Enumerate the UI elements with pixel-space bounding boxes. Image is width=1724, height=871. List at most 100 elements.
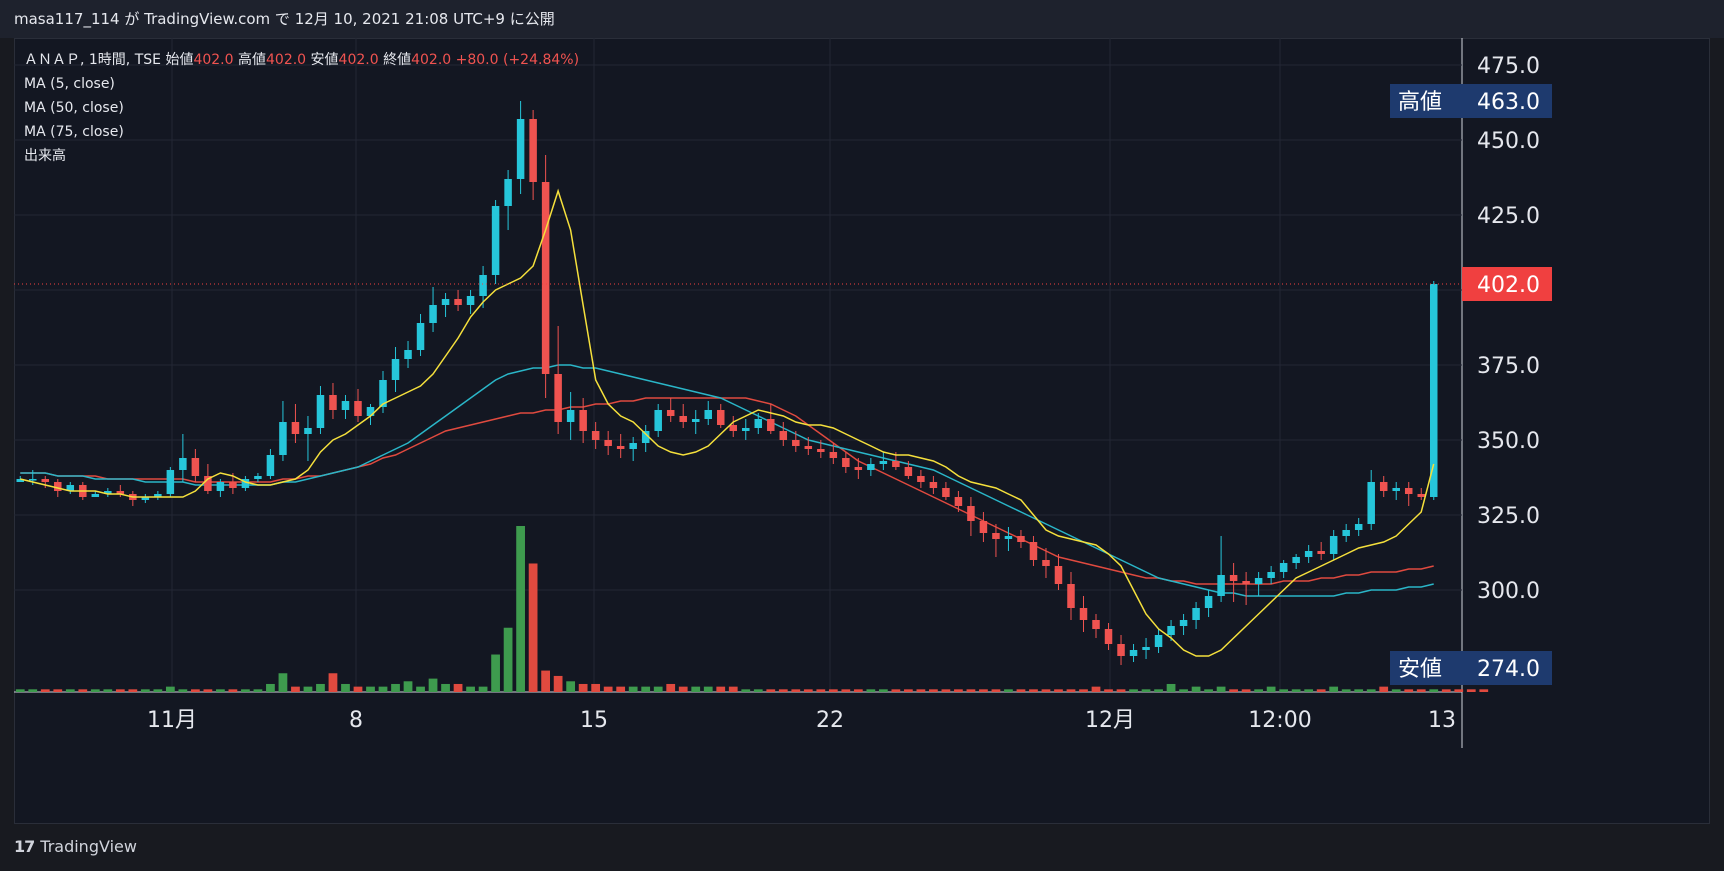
candle-body (29, 479, 37, 481)
candle (566, 392, 575, 440)
candle-body (479, 275, 487, 296)
volume-bar (203, 689, 213, 692)
candle-body (654, 410, 662, 431)
candle-body (779, 431, 788, 440)
volume-bar (216, 689, 225, 692)
candle-body (591, 431, 600, 440)
x-tick-label: 12:00 (1248, 708, 1311, 733)
candle-body (566, 410, 575, 422)
candle-body (842, 458, 850, 467)
candle-body (1317, 551, 1325, 554)
indicator-ma75[interactable]: MA (75, close) (24, 124, 124, 140)
candle (817, 440, 825, 458)
candle-body (241, 479, 250, 488)
candle (104, 488, 112, 497)
volume-bar (853, 689, 863, 692)
candle (291, 404, 300, 443)
indicator-volume[interactable]: 出来高 (24, 148, 66, 164)
volume-bar (15, 689, 25, 692)
volume-bar (916, 689, 926, 692)
y-tick-label: 325.0 (1477, 504, 1540, 529)
volume-bar (1166, 683, 1176, 692)
candle (1029, 536, 1038, 566)
volume-bar (140, 689, 150, 692)
volume-bar (366, 686, 375, 692)
high-badge-bg (1390, 84, 1552, 118)
candle-body (391, 359, 400, 380)
volume-bar (478, 686, 488, 692)
candle-body (666, 410, 675, 416)
footer-brand[interactable]: 17 TradingView (14, 834, 137, 860)
candle (1179, 614, 1188, 635)
tradingview-logo-icon: 17 (14, 837, 35, 856)
candle-body (929, 482, 938, 488)
candle-body (1354, 524, 1363, 530)
candle-body (1342, 530, 1350, 536)
candle-body (366, 407, 375, 416)
candle (1354, 518, 1363, 536)
volume-bar (691, 686, 701, 692)
symbol-label[interactable]: ＡＮＡＰ, 1時間, TSE (24, 52, 161, 68)
volume-bar (741, 689, 751, 692)
candle (66, 482, 75, 494)
candle (1392, 482, 1400, 500)
volume-bar (491, 654, 500, 692)
volume-bar (28, 689, 38, 692)
candle-body (179, 458, 187, 470)
volume-bar (303, 686, 313, 692)
volume-bar (1229, 689, 1238, 692)
indicator-ma50[interactable]: MA (50, close) (24, 100, 124, 116)
volume-bar (641, 686, 651, 692)
volume-bar (78, 689, 88, 692)
volume-bar (566, 681, 576, 692)
ma75-line (20, 397, 1434, 585)
candle (616, 434, 625, 458)
candle-body (1017, 536, 1025, 542)
volume-bar (603, 686, 613, 692)
candle-body (979, 521, 988, 533)
candle (579, 398, 587, 443)
indicator-ma5[interactable]: MA (5, close) (24, 76, 115, 92)
publish-line: masa117_114 が TradingView.com で 12月 10, … (0, 0, 1724, 38)
volume-bar (128, 689, 138, 692)
candle (1192, 602, 1200, 629)
candle-body (491, 206, 500, 275)
candle (1154, 629, 1163, 653)
candle-body (1029, 542, 1038, 560)
candle-body (416, 323, 425, 350)
candle (1404, 482, 1413, 506)
candle (992, 524, 1000, 557)
volume-bar (416, 686, 425, 692)
candle-body (454, 299, 462, 305)
volume-bar (253, 689, 263, 692)
volume-bar (341, 683, 350, 692)
volume-bar (1454, 689, 1464, 692)
candle (679, 404, 687, 428)
candle (854, 458, 863, 479)
x-tick-label: 8 (349, 708, 363, 733)
candle (1292, 554, 1300, 569)
candle-body (1154, 635, 1163, 647)
volume-bar (979, 689, 988, 692)
volume-bar (441, 683, 450, 692)
x-tick-label: 12月 (1085, 708, 1135, 733)
close-label: 終値 (383, 52, 412, 68)
candle (704, 401, 712, 425)
candle (754, 413, 763, 434)
candle-body (1242, 581, 1250, 584)
candle-body (204, 476, 212, 491)
candle-body (341, 401, 350, 410)
candle-body (729, 425, 738, 431)
candle (1079, 596, 1088, 632)
volume-bar (653, 686, 663, 692)
high-badge-value: 463.0 (1477, 90, 1540, 115)
candle-body (792, 440, 800, 446)
candle-body (104, 491, 112, 494)
candle (691, 410, 700, 434)
volume-bar (1291, 689, 1301, 692)
last-price-badge-value: 402.0 (1477, 273, 1540, 298)
candle (541, 155, 550, 398)
volume-bar (228, 689, 238, 692)
candle (466, 290, 475, 314)
